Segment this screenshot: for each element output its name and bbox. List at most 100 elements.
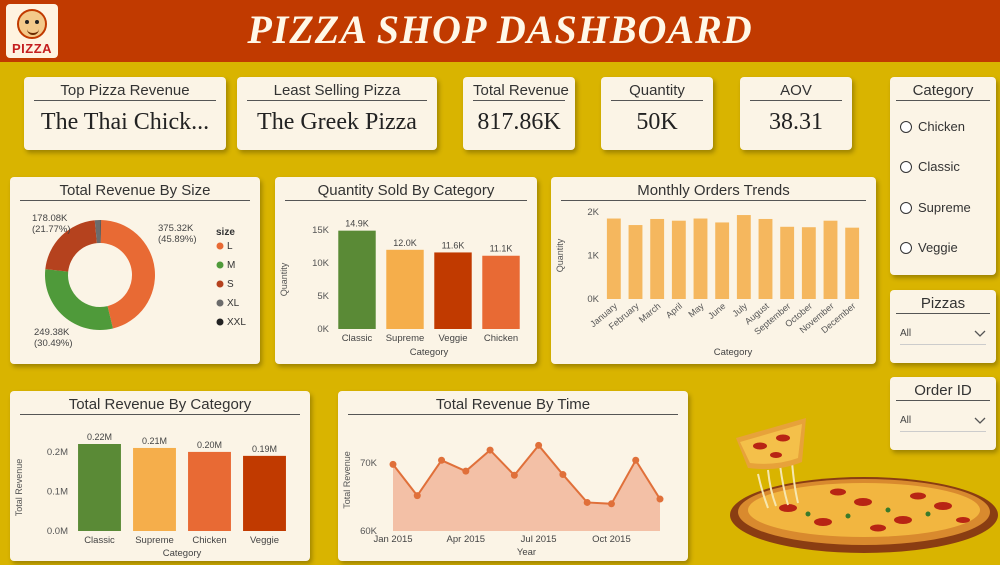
option-label: Supreme [918, 200, 971, 215]
y-tick-label: 0K [317, 324, 329, 335]
x-tick-label: Chicken [192, 535, 226, 546]
y-tick-label: 2K [587, 207, 599, 218]
chart-title: Total Revenue By Size [20, 181, 250, 201]
pie-pct-label: (45.89%) [158, 234, 197, 245]
bar [693, 218, 708, 299]
pie-slice-m [45, 269, 113, 330]
bar [736, 215, 751, 299]
y-tick-label: 0.2M [47, 447, 68, 458]
radio-icon[interactable] [900, 241, 912, 254]
kpi-value: 38.31 [769, 109, 823, 135]
legend-label: XXL [227, 317, 246, 328]
x-tick-label: Chicken [484, 333, 518, 344]
x-tick-label: Classic [84, 535, 115, 546]
bar [650, 218, 665, 299]
order-id-dropdown[interactable]: All [900, 410, 986, 432]
x-tick-label: Supreme [386, 333, 425, 344]
area-fill [393, 445, 660, 531]
option-label: Classic [918, 159, 960, 174]
bar [133, 447, 176, 531]
x-tick-label: Apr 2015 [447, 534, 486, 545]
bar [801, 227, 816, 299]
option-label: Veggie [918, 240, 958, 255]
kpi-top-pizza[interactable]: Top Pizza Revenue The Thai Chick... [24, 77, 226, 150]
y-tick-label: 70K [360, 458, 378, 469]
x-tick-label: Supreme [135, 535, 174, 546]
revenue-by-size-card: Total Revenue By Size 375.32K (45.89%) 249… [10, 177, 260, 364]
x-tick-label: Jul 2015 [521, 534, 557, 545]
pizzas-dropdown[interactable]: All [900, 323, 986, 345]
slicer-option-classic[interactable]: Classic [900, 159, 960, 174]
x-tick-label: Veggie [438, 333, 467, 344]
dropdown-value: All [900, 415, 912, 426]
slicer-title: Pizzas [896, 294, 990, 314]
chart-title: Total Revenue By Category [20, 395, 300, 415]
legend-marker [216, 280, 224, 288]
bar [243, 455, 286, 531]
revenue-by-time-chart: 60K 70K Total Revenue Jan 2015 Apr 2015 Jul 2… [342, 441, 664, 558]
bar [434, 252, 472, 329]
slicer-title: Category [896, 81, 990, 101]
legend-marker [216, 318, 224, 326]
legend-label: M [227, 260, 235, 271]
kpi-total-revenue[interactable]: Total Revenue 817.86K [463, 77, 575, 150]
slicer-option-chicken[interactable]: Chicken [900, 119, 965, 134]
y-axis-label: Total Revenue [342, 451, 352, 509]
kpi-value: 817.86K [477, 109, 561, 135]
chevron-down-icon[interactable] [974, 330, 986, 338]
kpi-quantity[interactable]: Quantity 50K [601, 77, 713, 150]
data-point [607, 500, 615, 508]
kpi-least-selling[interactable]: Least Selling Pizza The Greek Pizza [237, 77, 437, 150]
bar [845, 227, 860, 299]
y-axis-label: Quantity [279, 262, 289, 296]
y-tick-label: 0K [587, 294, 599, 305]
radio-icon[interactable] [900, 160, 912, 173]
bar-data-label: 14.9K [345, 219, 369, 229]
slicer-option-supreme[interactable]: Supreme [900, 200, 971, 215]
bar [671, 220, 686, 299]
bar [338, 230, 376, 329]
bar [606, 218, 621, 299]
pizzas-slicer: Pizzas All [890, 290, 996, 363]
bar [823, 220, 838, 299]
revenue-by-size-chart: 375.32K(45.89%) 249.38K(30.49%) 178.08K(21… [32, 213, 246, 349]
radio-icon[interactable] [900, 201, 912, 214]
bar-data-label: 0.22M [87, 432, 112, 442]
kpi-label: Top Pizza Revenue [34, 81, 216, 101]
y-tick-label: 5K [317, 291, 329, 302]
kpi-label: Least Selling Pizza [247, 81, 427, 101]
x-axis-label: Category [163, 548, 202, 559]
x-tick-label: May [686, 301, 706, 320]
category-slicer: Category Chicken Classic Supreme Veggie [890, 77, 996, 275]
data-point [632, 456, 640, 464]
legend-marker [216, 242, 224, 250]
chevron-down-icon[interactable] [974, 417, 986, 425]
pie-pct-label: (21.77%) [32, 224, 71, 235]
y-tick-label: 0.0M [47, 526, 68, 537]
radio-icon[interactable] [900, 120, 912, 133]
data-point [535, 441, 543, 449]
bar [758, 218, 773, 299]
kpi-label: Quantity [611, 81, 703, 101]
data-point [486, 446, 494, 454]
pizza-illustration [730, 418, 998, 553]
bar [482, 255, 520, 329]
pie-data-label: 249.38K [34, 327, 70, 338]
slicer-option-veggie[interactable]: Veggie [900, 240, 958, 255]
order-id-slicer: Order ID All [890, 377, 996, 450]
pie-data-label: 375.32K [158, 223, 194, 234]
y-axis-label: Total Revenue [14, 459, 24, 517]
legend-title: size [216, 227, 235, 238]
series-line [392, 443, 661, 505]
x-tick-label: April [664, 301, 684, 320]
kpi-label: Total Revenue [473, 82, 569, 101]
revenue-by-time-card: Total Revenue By Time 60K 70K Total Revenu… [338, 391, 688, 561]
dropdown-value: All [900, 328, 912, 339]
legend-label: S [227, 279, 234, 290]
kpi-label: AOV [750, 81, 842, 101]
x-tick-label: Classic [342, 333, 373, 344]
x-axis-label: Year [517, 547, 536, 558]
bar-data-label: 11.1K [490, 244, 513, 254]
kpi-aov[interactable]: AOV 38.31 [740, 77, 852, 150]
bar-data-label: 0.19M [252, 444, 277, 454]
